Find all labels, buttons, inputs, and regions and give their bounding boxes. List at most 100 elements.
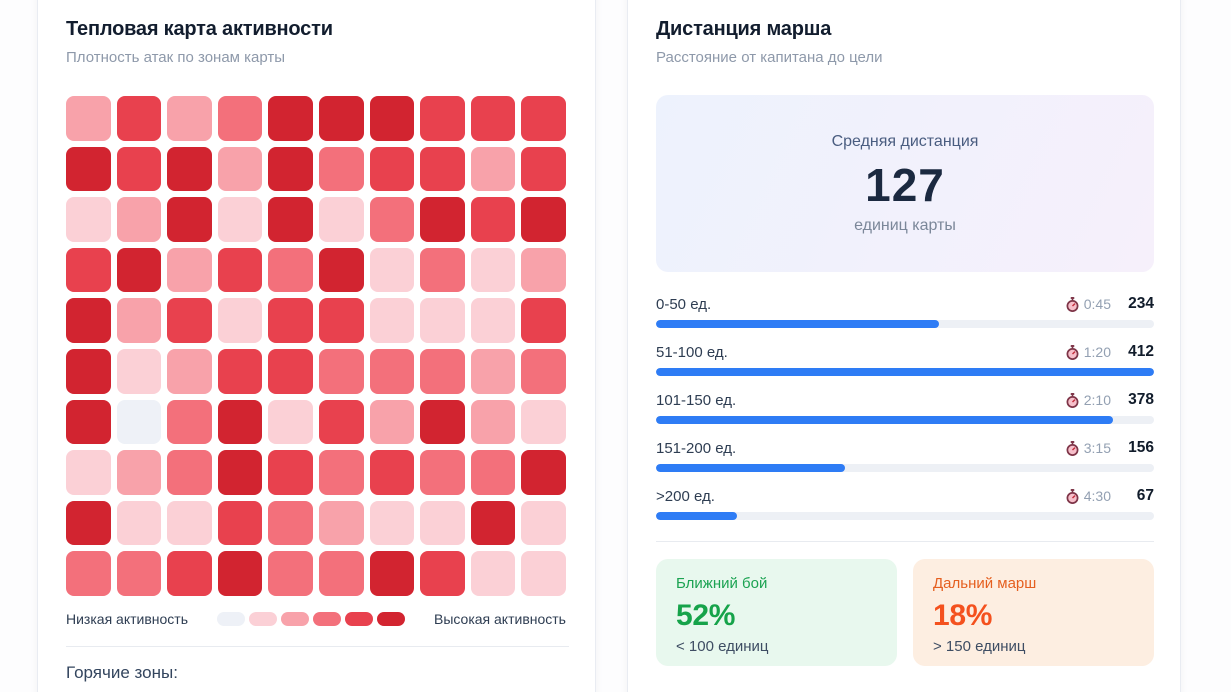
distance-bar-count: 378 [1128,391,1154,408]
stat-card-melee: Ближний бой 52% < 100 единиц [656,559,897,666]
stat-card-long-march: Дальний марш 18% > 150 единиц [913,559,1154,666]
heatmap-cell [116,96,162,141]
heatmap-panel: Тепловая карта активности Плотность атак… [37,0,596,692]
distance-bar-track [656,320,1154,328]
distance-bar-fill [656,368,1154,376]
heatmap-cell [318,399,364,445]
distance-bar-row: 151-200 ед. 3:15 156 [656,439,1154,472]
heatmap-cell [369,399,415,445]
heatmap-cell [167,96,212,141]
heatmap-cell [318,500,364,546]
distance-panel-title: Дистанция марша [656,18,832,40]
heatmap-cell [217,450,263,495]
heatmap-cell [66,450,111,495]
average-distance-units: единиц карты [854,216,956,234]
legend-low-label: Низкая активность [66,611,189,627]
heatmap-cell [268,348,313,394]
distance-bar-row: >200 ед. 4:30 67 [656,487,1154,520]
stopwatch-icon [1066,392,1079,408]
heatmap-cell [521,450,566,495]
heatmap-cell [217,146,263,192]
distance-bars: 0-50 ед. 0:45 234 51-100 ед. [656,295,1154,520]
average-distance-label: Средняя дистанция [831,132,979,150]
left-divider [66,646,569,647]
heatmap-cell [268,247,313,293]
heatmap-cell [167,348,212,394]
heatmap-cell [217,96,263,141]
heatmap-panel-subtitle: Плотность атак по зонам карты [66,49,286,66]
heatmap-cell [217,247,263,293]
heatmap-cell [369,298,415,343]
distance-stats: Ближний бой 52% < 100 единиц Дальний мар… [656,559,1154,666]
heatmap-cell [318,96,364,141]
heatmap-cell [116,500,162,546]
heatmap-cell [167,450,212,495]
heatmap-cell [268,500,313,546]
heatmap-cell [521,96,566,141]
legend-high-label: Высокая активность [433,611,566,627]
heatmap-cell [116,450,162,495]
heatmap-cell [369,450,415,495]
heatmap-cell [318,348,364,394]
distance-bar-track [656,416,1154,424]
heatmap-cell [66,96,111,141]
heatmap-cell [470,247,516,293]
heatmap-cell [217,551,263,596]
heatmap-cell [420,500,465,546]
heatmap-cell [521,500,566,546]
heatmap-cell [369,551,415,596]
heatmap-cell [268,399,313,445]
distance-bar-time: 2:10 [1083,392,1111,408]
distance-bar-row: 51-100 ед. 1:20 412 [656,343,1154,376]
stopwatch-icon [1066,296,1079,312]
heatmap-cell [66,348,111,394]
heatmap-cell [318,146,364,192]
legend-swatch [313,612,341,626]
distance-bar-label: >200 ед. [656,487,715,505]
heatmap-cell [369,146,415,192]
heatmap-cell [116,348,162,394]
distance-bar-count: 234 [1128,295,1154,312]
heatmap-cell [521,348,566,394]
heatmap-cell [66,197,111,242]
stat-long-march-percent: 18% [933,599,993,632]
heatmap-cell [66,298,111,343]
heatmap-cell [318,197,364,242]
distance-panel: Дистанция марша Расстояние от капитана д… [627,0,1181,692]
distance-bar-track [656,464,1154,472]
heatmap-panel-title: Тепловая карта активности [66,18,333,40]
distance-bar-label: 101-150 ед. [656,391,737,409]
distance-panel-subtitle: Расстояние от капитана до цели [656,49,883,66]
heatmap-cell [116,247,162,293]
stat-melee-title: Ближний бой [676,575,768,592]
distance-bar-count: 412 [1128,343,1154,360]
legend-swatch [377,612,405,626]
heatmap-cell [470,500,516,546]
heatmap-cell [167,551,212,596]
hot-zones-label: Горячие зоны: [66,663,178,682]
heatmap-cell [66,399,111,445]
heatmap-cell [470,146,516,192]
heatmap-cell [521,146,566,192]
heatmap-cell [66,247,111,293]
heatmap-cell [318,298,364,343]
heatmap-cell [268,450,313,495]
distance-bar-fill [656,464,845,472]
heatmap-cell [268,197,313,242]
heatmap-cell [470,399,516,445]
heatmap-cell [116,399,162,445]
distance-bar-label: 0-50 ед. [656,295,712,313]
heatmap-cell [369,348,415,394]
heatmap-cell [318,551,364,596]
heatmap-cell [420,348,465,394]
average-distance-value: 127 [865,158,945,211]
heatmap-cell [217,348,263,394]
heatmap-cell [521,298,566,343]
stat-long-march-caption: > 150 единиц [933,638,1026,655]
heatmap-cell [470,348,516,394]
heatmap-cell [116,551,162,596]
distance-bar-count: 67 [1136,487,1154,504]
heatmap-cell [521,197,566,242]
legend-swatch [217,612,245,626]
heatmap-cell [66,500,111,546]
